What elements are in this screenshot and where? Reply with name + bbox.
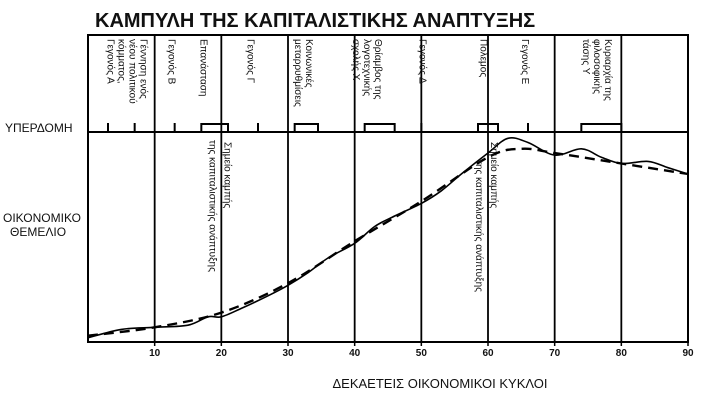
- x-tick-label: 80: [616, 348, 628, 359]
- event-label-line: Κυριαρχία της: [602, 39, 614, 101]
- event-label-line: Γεγονός Α: [105, 39, 117, 84]
- row-label-superstructure: ΥΠΕΡΔΟΜΗ: [5, 121, 73, 135]
- event-label-line: Γεγονός Γ: [244, 39, 256, 84]
- event-label: Πόλεμος: [478, 39, 490, 77]
- x-tick-label: 40: [349, 348, 361, 359]
- event-label: Γεγονός Ε: [519, 39, 531, 85]
- x-tick-label: 50: [416, 348, 428, 359]
- turning-point-sublabel: της καπιταλιστικής ανάπτυξης: [206, 140, 218, 272]
- turning-point-label: Σημείο καμπής: [488, 142, 500, 208]
- row-label-economic-base-2: ΘΕΜΕΛΙΟ: [10, 225, 66, 239]
- event-period-box: [363, 123, 396, 133]
- row-label-economic-base-1: ΟΙΚΟΝΟΜΙΚΟ: [3, 211, 81, 225]
- event-label-line: Γέννηση ενός: [138, 39, 150, 99]
- development-curve: [87, 137, 689, 339]
- event-label-line: τάσης Υ: [580, 39, 592, 75]
- event-label-line: Κοινωνικές: [303, 39, 315, 88]
- turning-point-sublabel: της καπιταλιστικής ανάπτυξης: [473, 160, 485, 292]
- event-label-line: μεταρρυθμίσεις: [292, 39, 304, 107]
- x-tick-label: 20: [216, 348, 228, 359]
- event-label-line: σχολής Χ: [350, 39, 362, 81]
- x-tick-label: 60: [482, 348, 494, 359]
- event-period-box: [200, 123, 229, 133]
- turning-point-label: Σημείο καμπής: [221, 142, 233, 208]
- event-label-line: Γεγονός Δ: [416, 39, 428, 84]
- event-label: Γεγονός Δ: [416, 39, 428, 84]
- x-axis-label: ΔΕΚΑΕΤΕΙΣ ΟΙΚΟΝΟΜΙΚΟΙ ΚΥΚΛΟΙ: [332, 376, 547, 391]
- event-label: Επανάσταση: [198, 39, 210, 97]
- event-label: Γεγονός Β: [166, 39, 178, 85]
- x-tick-label: 90: [682, 348, 694, 359]
- event-label-line: φιλοσοφικής: [591, 39, 603, 94]
- event-label-line: κόμματος,: [116, 39, 128, 84]
- x-tick-label: 10: [149, 348, 161, 359]
- event-period-box: [477, 123, 499, 133]
- event-label-line: λογοτεχνικής: [361, 39, 373, 96]
- event-period-box: [293, 123, 319, 133]
- trend-line-dashed: [87, 147, 689, 337]
- event-label-line: Γεγονός Ε: [519, 39, 531, 85]
- event-label-line: Πόλεμος: [478, 39, 490, 77]
- event-label-line: Επανάσταση: [198, 39, 210, 97]
- x-tick-label: 30: [282, 348, 294, 359]
- event-label-line: νέου πολιτικού: [127, 39, 139, 104]
- event-label-line: Θρίαμβος της: [372, 39, 384, 100]
- x-tick-label: 70: [549, 348, 561, 359]
- event-label-line: Γεγονός Β: [166, 39, 178, 85]
- event-period-box: [580, 123, 623, 133]
- event-label: Γεγονός Γ: [244, 39, 256, 84]
- diagram-title: ΚΑΜΠΥΛΗ ΤΗΣ ΚΑΠΙΤΑΛΙΣΤΙΚΗΣ ΑΝΑΠΤΥΞΗΣ: [95, 10, 535, 32]
- plot-frame: [87, 34, 689, 343]
